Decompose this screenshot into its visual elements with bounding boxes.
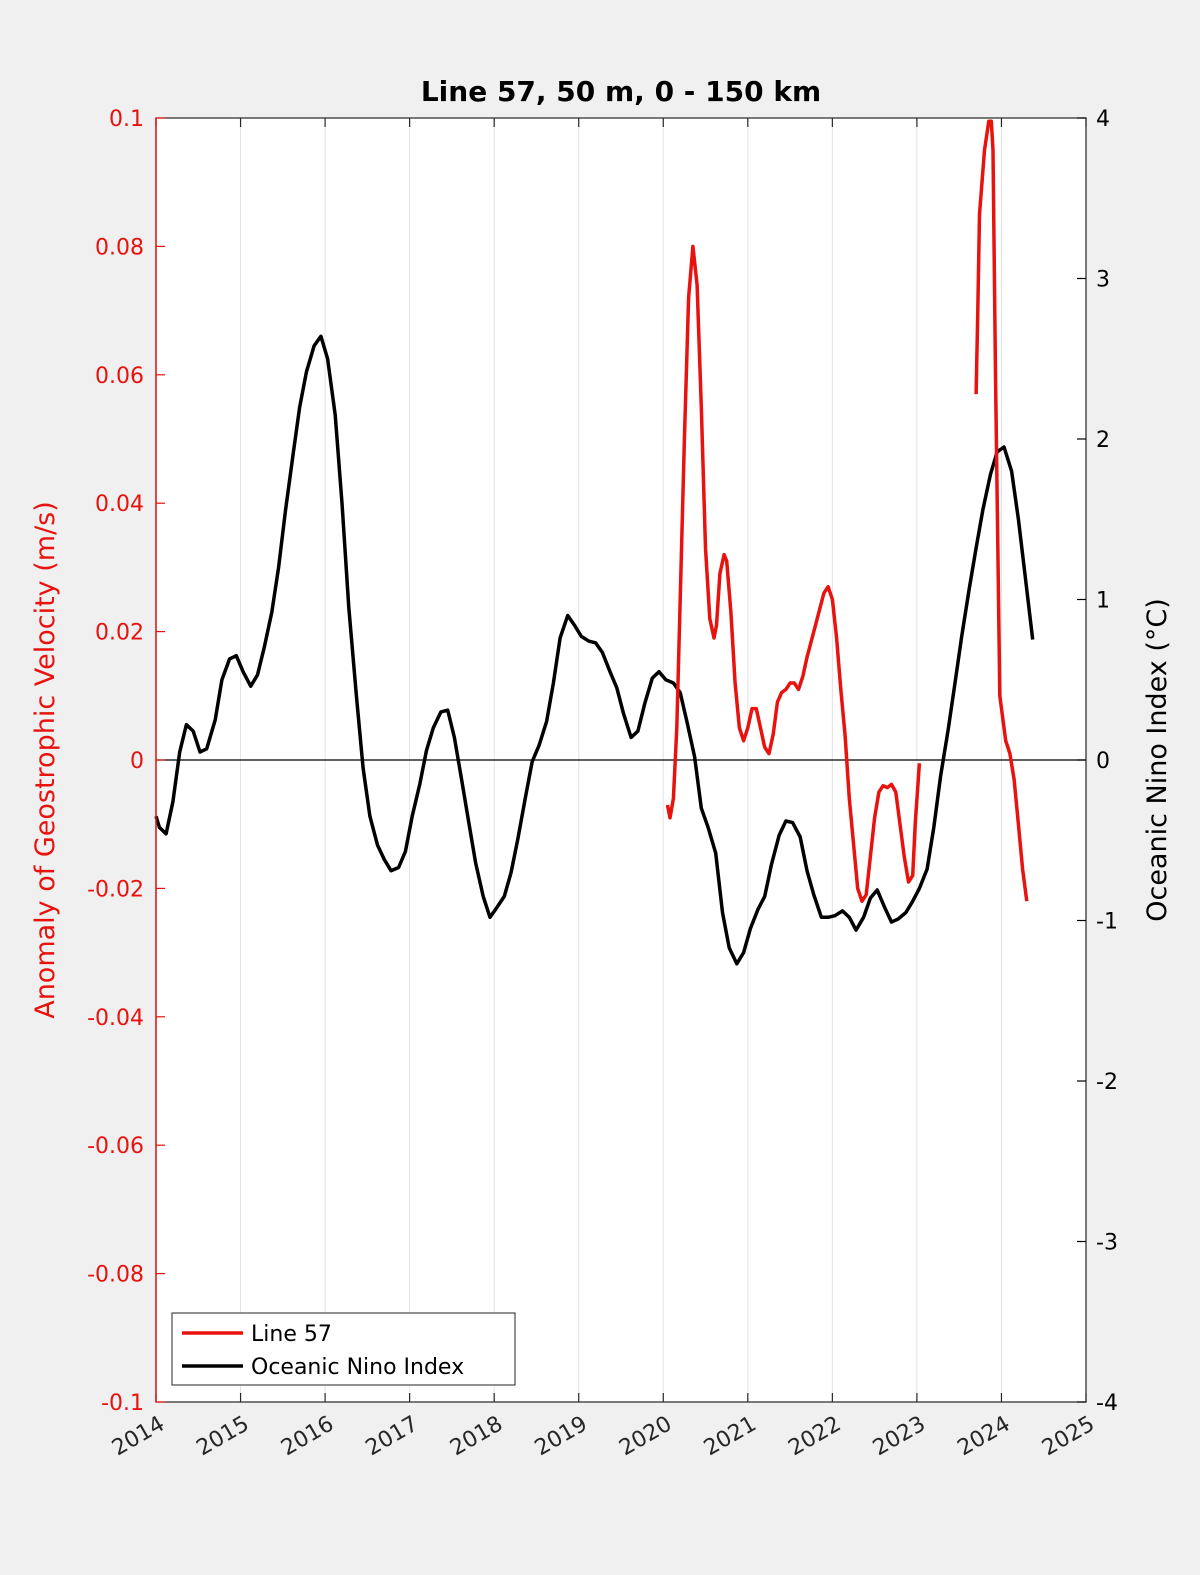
y-right-tick-label: -1 <box>1096 910 1118 935</box>
y-right-tick-label: 4 <box>1096 107 1110 132</box>
y-right-tick-label: 1 <box>1096 589 1110 614</box>
legend-box <box>171 1312 516 1386</box>
y-left-tick-label: -0.08 <box>87 1263 144 1288</box>
y-left-tick-label: 0.06 <box>95 364 144 389</box>
legend-label-oni: Oceanic Nino Index <box>251 1355 464 1380</box>
y-left-tick-label: 0.02 <box>95 621 144 646</box>
y-left-tick-label: -0.02 <box>87 877 144 902</box>
line57-series-segment-2 <box>974 119 1029 902</box>
y-right-tick-label: -4 <box>1096 1391 1118 1416</box>
y-left-tick-label: -0.06 <box>87 1134 144 1159</box>
chart-title: Line 57, 50 m, 0 - 150 km <box>421 75 821 108</box>
y-left-tick-label: 0.08 <box>95 235 144 260</box>
legend: Line 57 Oceanic Nino Index <box>171 1312 516 1386</box>
legend-label-line57: Line 57 <box>251 1322 332 1347</box>
y-left-tick-label: 0.1 <box>109 107 144 132</box>
oni-series-line <box>154 334 1035 966</box>
y-right-tick-label: 0 <box>1096 749 1110 774</box>
y-right-tick-label: 3 <box>1096 268 1110 293</box>
line57-series-segment-1 <box>665 244 922 903</box>
right-axis-title: Oceanic Nino Index (°C) <box>1142 598 1173 922</box>
y-left-tick-label: -0.04 <box>87 1006 144 1031</box>
y-left-tick-label: 0.04 <box>95 492 144 517</box>
y-left-tick-label: -0.1 <box>101 1391 144 1416</box>
y-right-tick-label: -3 <box>1096 1231 1118 1256</box>
y-right-tick-label: 2 <box>1096 428 1110 453</box>
y-left-tick-label: 0 <box>130 749 144 774</box>
left-axis-title: Anomaly of Geostrophic Velocity (m/s) <box>30 501 61 1019</box>
series-layer <box>154 119 1035 966</box>
y-right-tick-label: -2 <box>1096 1070 1118 1095</box>
